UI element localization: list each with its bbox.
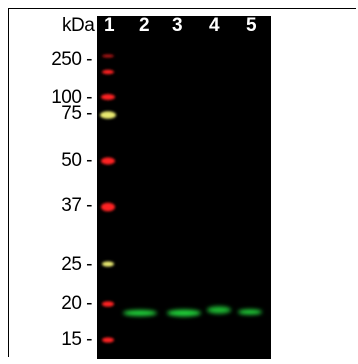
lane-label-5: 5 [246,15,257,36]
ladder-band-250 [102,54,114,58]
lane-label-1: 1 [104,15,115,36]
sample-band-lane-4 [207,306,231,314]
marker-label-25: 25 - [61,254,92,275]
sample-band-lane-2 [123,310,157,316]
lane-label-4: 4 [209,15,220,36]
ladder-band-20 [102,301,114,307]
marker-label-100: 100 - [51,87,92,108]
sample-band-lane-5 [238,309,262,315]
ladder-band-50 [101,157,115,165]
lane-label-2: 2 [139,15,150,36]
ladder-band-25 [102,261,114,267]
ladder-band-15 [102,337,114,343]
figure-frame [8,8,356,357]
sample-band-lane-3 [167,309,201,317]
marker-label-50: 50 - [61,150,92,171]
unit-label: kDa [62,15,95,36]
marker-label-250: 250 - [51,49,92,70]
ladder-band-faint [102,69,114,75]
marker-label-15: 15 - [61,329,92,350]
gel-bands [100,54,262,343]
gel-image [97,16,271,359]
ladder-band-100 [101,94,115,100]
lane-label-3: 3 [172,15,183,36]
ladder-band-37 [101,202,115,212]
marker-label-20: 20 - [61,293,92,314]
ladder-band-75 [100,111,116,119]
marker-label-75: 75 - [61,103,92,124]
marker-label-37: 37 - [61,195,92,216]
